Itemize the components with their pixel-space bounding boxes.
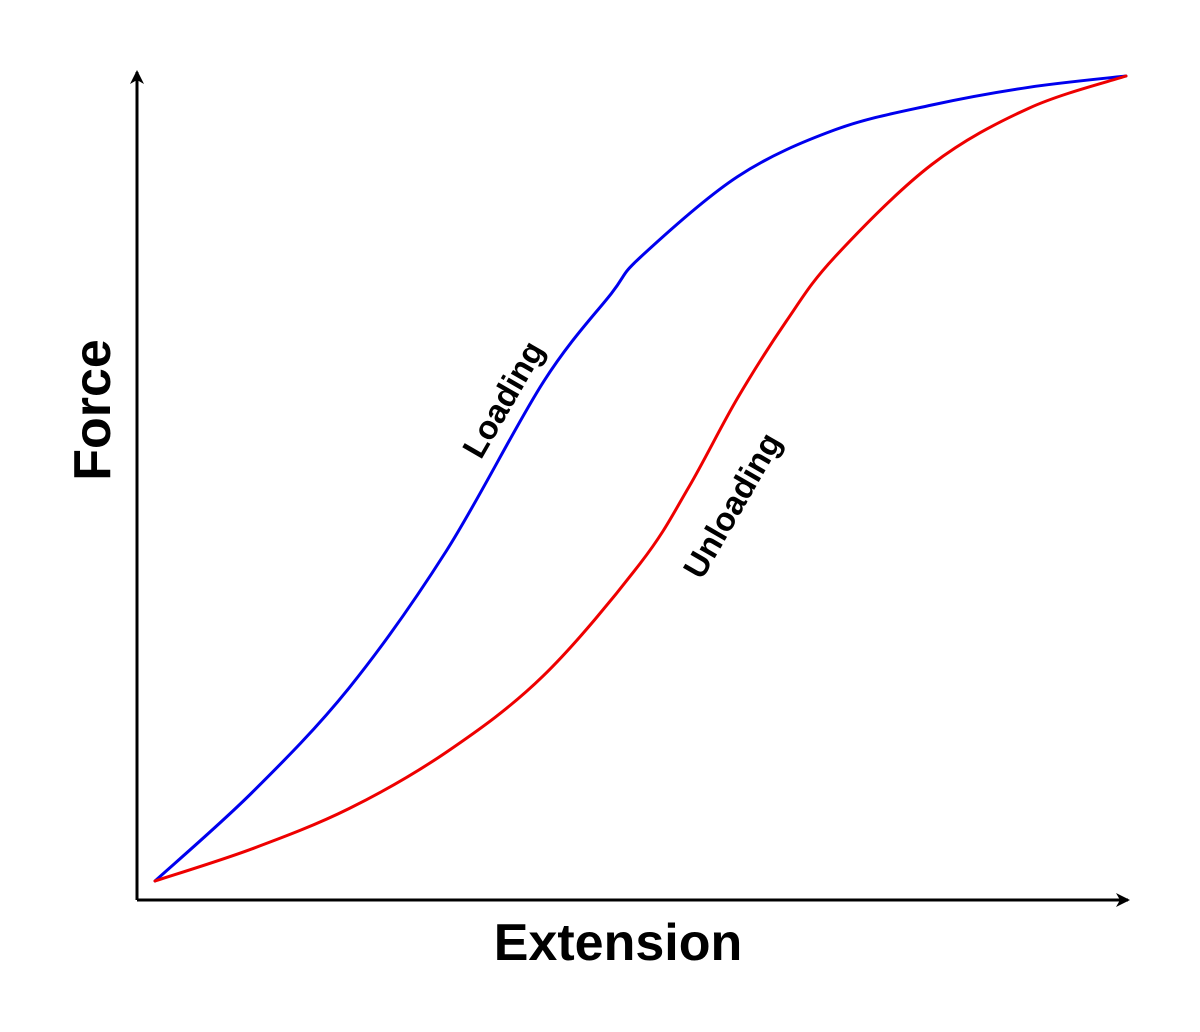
loading-curve: [153, 74, 1128, 883]
unloading-label: Unloading: [676, 426, 789, 584]
loading-label: Loading: [455, 334, 551, 464]
y-axis-label: Force: [64, 339, 122, 481]
x-axis-label: Extension: [494, 914, 743, 972]
unloading-curve: [153, 74, 1128, 883]
